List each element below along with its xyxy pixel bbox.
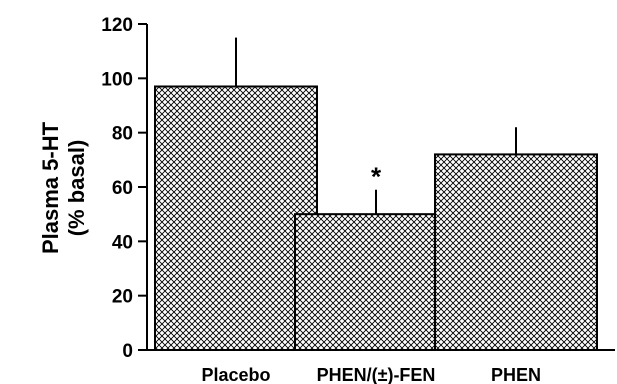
y-tick-label: 20 [112,287,133,308]
y-tick-label: 60 [112,178,133,199]
significance-marker: * [371,162,382,192]
y-tick-label: 80 [112,124,133,145]
y-axis-title: Plasma 5-HT (% basal) [38,121,89,254]
y-axis-label-line-1: Plasma 5-HT [38,121,63,254]
y-tick-label: 0 [122,341,133,362]
x-axis: Placebo PHEN/(±)-FEN PHEN [147,349,615,384]
bar [154,85,318,351]
y-tick-label: 120 [101,15,133,36]
bars: * [154,37,598,351]
x-category-label: Placebo [201,365,270,384]
x-category-label: PHEN/(±)-FEN [317,365,436,384]
y-axis-label-line-2: (% basal) [64,140,89,237]
y-axis: 0 20 40 60 80 100 120 [101,15,148,362]
x-category-label: PHEN [491,365,541,384]
bar [434,153,598,351]
y-tick-label: 40 [112,232,133,253]
bar [294,213,458,351]
y-tick-label: 100 [101,69,133,90]
